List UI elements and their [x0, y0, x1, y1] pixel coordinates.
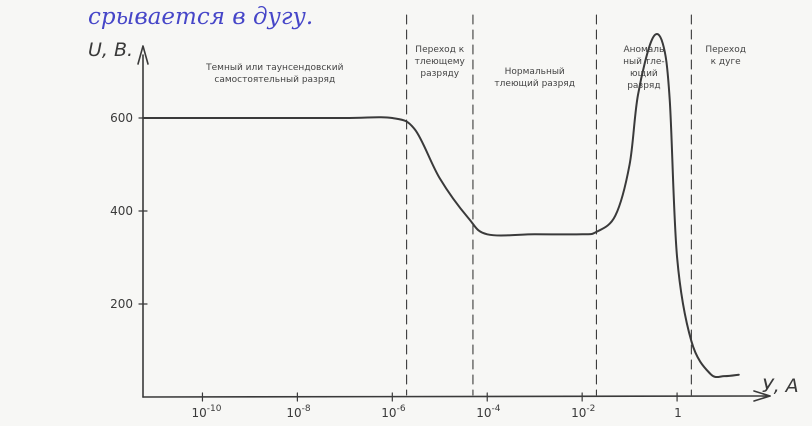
region-label: Переход	[705, 45, 746, 55]
y-tick-label: 600	[110, 111, 133, 125]
iv-curve-line	[142, 33, 740, 379]
x-axis	[142, 395, 771, 398]
y-tick-label: 400	[110, 204, 133, 218]
x-tick-label: 10-6	[381, 404, 406, 420]
region-label: Темный или таунсендовский	[205, 63, 343, 73]
x-tick-base: 10	[571, 406, 586, 420]
x-tick-exponent: -10	[207, 404, 222, 414]
x-axis-arrow	[753, 390, 771, 402]
region-label: ющий	[630, 69, 658, 79]
region-label: Аномаль	[623, 45, 664, 55]
x-tick-exponent: -6	[397, 404, 406, 414]
x-tick-base: 10	[476, 406, 491, 420]
x-tick-exponent: -8	[302, 404, 311, 414]
x-axis-label: У, А	[762, 375, 799, 397]
region-label: ный тле-	[623, 57, 664, 67]
header-handwritten-text: срывается в дугу.	[88, 4, 313, 30]
x-tick-base: 10	[191, 406, 206, 420]
region-label: Переход к	[415, 45, 464, 55]
region-label: к дуге	[711, 57, 742, 67]
x-tick-label: 10-2	[571, 404, 595, 420]
x-tick-label: 10-4	[476, 404, 501, 420]
x-tick-base: 1	[674, 406, 682, 420]
x-tick-label: 10-8	[286, 404, 311, 420]
region-label: тлеющему	[415, 57, 466, 67]
y-axis-arrow	[137, 45, 149, 65]
x-tick-exponent: -2	[586, 404, 595, 414]
region-label: самостоятельный разряд	[214, 75, 335, 85]
region-label: тлеющий разряд	[494, 79, 575, 89]
y-axis-label: U, B.	[88, 39, 133, 61]
x-tick-base: 10	[381, 406, 396, 420]
y-tick-label: 200	[110, 297, 133, 311]
x-tick-label: 1	[674, 406, 682, 420]
x-tick-label: 10-10	[191, 404, 221, 420]
x-tick-exponent: -4	[492, 404, 501, 414]
region-label: разряд	[627, 81, 660, 91]
x-tick-base: 10	[286, 406, 301, 420]
region-label: разряду	[420, 69, 459, 79]
region-label: Нормальный	[505, 67, 565, 77]
